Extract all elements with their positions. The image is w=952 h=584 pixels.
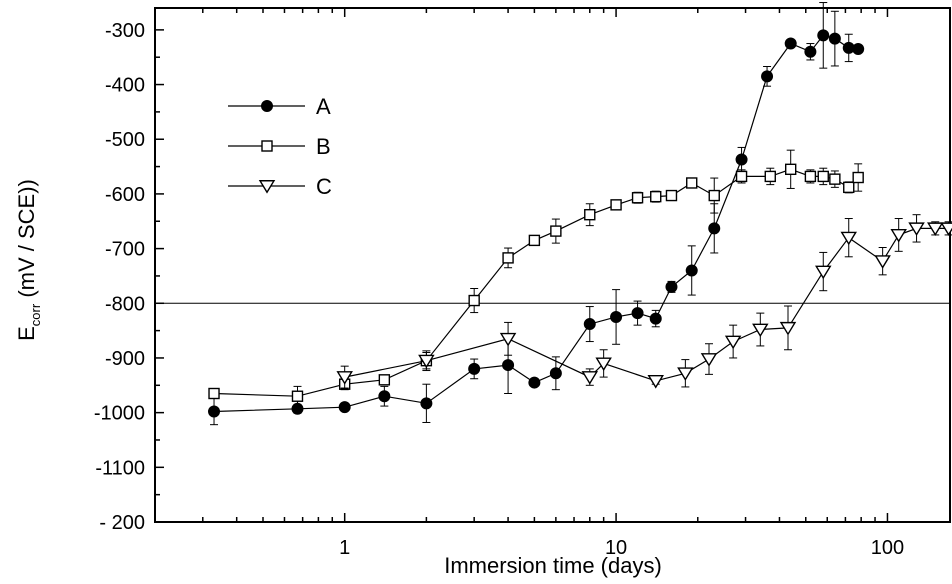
data-point-C <box>418 354 435 369</box>
data-point-A <box>852 43 865 56</box>
data-point-A <box>804 45 817 58</box>
x-tick-label: 10 <box>605 537 627 559</box>
legend-marker-C <box>258 180 276 194</box>
y-axis-title: Ecorr (mV / SCE)) <box>14 179 43 341</box>
data-point-B <box>650 190 662 203</box>
data-point-B <box>291 390 304 402</box>
data-point-B <box>468 294 480 307</box>
x-axis-title: Immersion time (days) <box>444 553 662 578</box>
data-point-C <box>752 323 769 338</box>
y-tick-label: -700 <box>105 239 145 261</box>
plot-frame <box>154 7 951 523</box>
legend-marker-B <box>261 140 273 152</box>
y-axis-title-main: E <box>14 326 39 341</box>
data-point-B <box>550 225 562 237</box>
data-point-A <box>208 405 221 418</box>
data-point-A <box>631 307 644 320</box>
y-tick-label: -900 <box>105 348 145 370</box>
y-tick-label: -600 <box>105 184 145 206</box>
series-B <box>208 149 864 407</box>
data-point-B <box>631 192 644 204</box>
data-point-C <box>940 222 952 237</box>
data-point-A <box>583 318 596 331</box>
data-point-B <box>665 189 678 202</box>
data-point-A <box>735 153 748 166</box>
legend-marker-A <box>261 100 273 112</box>
data-point-A <box>761 70 774 83</box>
data-point-C <box>336 371 353 385</box>
data-point-A <box>708 222 721 235</box>
data-point-B <box>610 199 622 211</box>
y-tick-label: -800 <box>105 293 145 315</box>
data-point-C <box>908 222 925 237</box>
y-axis-title-subscript: corr <box>28 303 43 326</box>
data-point-A <box>649 312 662 325</box>
data-point-B <box>528 234 541 247</box>
data-point-B <box>208 387 220 400</box>
data-point-A <box>528 376 541 389</box>
y-tick-label: -500 <box>105 129 145 151</box>
y-tick-label: - 200 <box>99 512 145 534</box>
data-point-A <box>610 310 623 323</box>
data-point-C <box>890 228 907 243</box>
data-point-C <box>581 371 599 385</box>
data-point-A <box>502 359 515 372</box>
data-point-B <box>843 181 855 194</box>
data-point-B <box>829 173 841 185</box>
data-point-A <box>549 367 562 380</box>
data-point-C <box>677 367 694 381</box>
series-layer <box>208 2 952 426</box>
data-point-C <box>724 335 742 350</box>
data-point-B <box>378 374 391 386</box>
legend-label-B: B <box>316 134 331 159</box>
data-point-B <box>804 170 817 183</box>
data-point-B <box>735 170 748 183</box>
data-point-C <box>499 332 517 347</box>
data-point-B <box>708 189 720 202</box>
data-point-C <box>927 222 944 237</box>
x-tick-label: 1 <box>339 537 350 559</box>
data-point-B <box>784 163 797 176</box>
data-point-A <box>665 280 678 293</box>
data-point-A <box>468 362 481 375</box>
series-C <box>336 214 952 389</box>
data-point-C <box>840 231 857 246</box>
y-tick-label: -300 <box>105 20 145 42</box>
data-point-B <box>852 171 864 184</box>
series-line-B <box>213 168 859 397</box>
plot-border <box>154 7 951 523</box>
legend-label-A: A <box>316 94 331 119</box>
data-point-A <box>338 401 351 414</box>
data-point-B <box>817 170 829 183</box>
data-point-C <box>595 357 612 372</box>
y-tick-label: -400 <box>105 75 145 97</box>
data-point-A <box>817 29 830 42</box>
data-point-C <box>815 265 832 280</box>
data-point-A <box>828 32 841 45</box>
y-tick-label: -1100 <box>95 457 145 479</box>
y-axis: -300 -400 -500 -600 -700 -800 -900 -1000 -1100 - … <box>94 20 164 534</box>
series-line-A <box>213 34 859 413</box>
legend: ABC <box>228 94 332 199</box>
data-point-C <box>779 321 797 336</box>
x-tick-label: 100 <box>871 537 904 559</box>
data-point-B <box>686 177 698 189</box>
legend-label-C: C <box>316 174 332 199</box>
data-point-C <box>874 255 891 269</box>
data-point-C <box>700 353 718 367</box>
x-axis: 1 10 100 <box>154 8 904 559</box>
data-point-B <box>764 170 776 183</box>
data-point-B <box>584 208 596 221</box>
data-point-A <box>378 390 391 403</box>
series-line-C <box>344 227 949 382</box>
data-point-A <box>420 397 433 410</box>
y-tick-label: -1000 <box>94 403 145 425</box>
series-A <box>208 2 865 426</box>
y-axis-title-rest: (mV / SCE)) <box>14 179 39 304</box>
data-point-C <box>647 374 664 389</box>
data-point-B <box>502 252 514 264</box>
data-point-A <box>784 37 797 50</box>
data-point-A <box>685 264 698 277</box>
